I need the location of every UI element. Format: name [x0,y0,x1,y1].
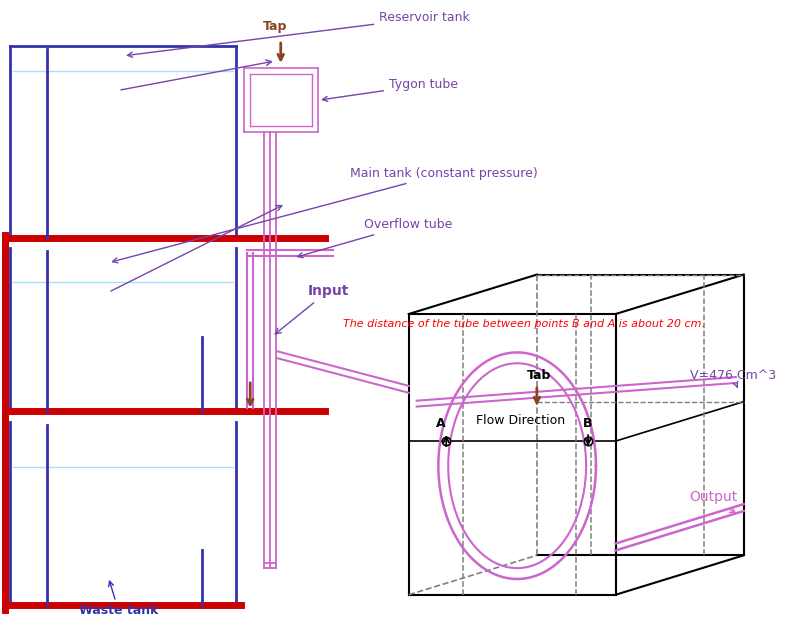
Text: B: B [583,418,593,430]
Text: Input: Input [275,284,349,334]
Text: A: A [436,418,446,430]
Text: Overflow tube: Overflow tube [298,218,453,258]
Text: Tap: Tap [263,20,287,33]
Text: Output: Output [690,490,738,514]
Text: Main tank (constant pressure): Main tank (constant pressure) [113,167,538,263]
Text: The distance of the tube between points B and A is about 20 cm.: The distance of the tube between points … [342,319,705,329]
Text: Reservoir tank: Reservoir tank [127,11,470,57]
Text: Tygon tube: Tygon tube [322,78,458,102]
Text: Tab: Tab [527,369,551,382]
Text: V=476 Cm^3: V=476 Cm^3 [690,369,776,387]
Text: Flow Direction: Flow Direction [476,414,565,428]
Text: Waste tank: Waste tank [79,581,158,618]
